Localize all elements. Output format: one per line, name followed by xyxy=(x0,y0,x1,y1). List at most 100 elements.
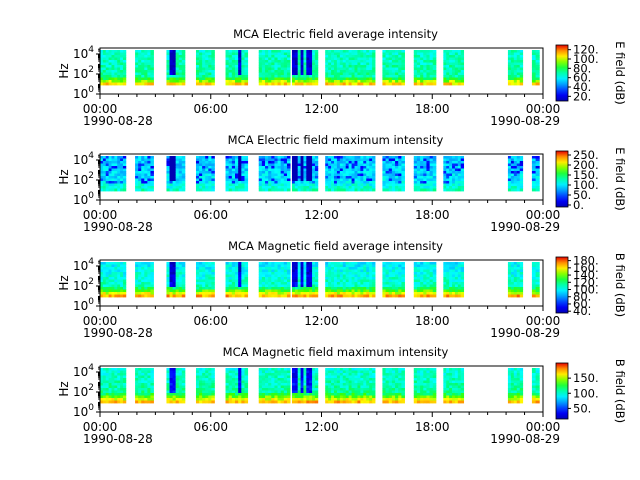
spectrogram-cell xyxy=(432,181,437,184)
spectrogram-cell xyxy=(286,181,291,184)
spectrogram-cell xyxy=(507,262,512,265)
spectrogram-cell xyxy=(446,173,450,177)
spectrogram-cell xyxy=(357,158,361,162)
spectrogram-cell xyxy=(265,80,269,83)
spectrogram-cell xyxy=(235,398,239,401)
spectrogram-cell xyxy=(147,77,151,81)
spectrogram-cell xyxy=(363,282,367,285)
spectrogram-cell xyxy=(300,72,304,76)
spectrogram-cell xyxy=(244,393,249,396)
spectrogram-cell xyxy=(297,272,301,275)
spectrogram-cell xyxy=(510,166,515,169)
spectrogram-cell xyxy=(457,82,462,86)
spectrogram-cell xyxy=(294,269,299,273)
spectrogram-cell xyxy=(366,279,370,283)
spectrogram-cell xyxy=(244,75,249,78)
spectrogram-cell xyxy=(258,375,263,379)
spectrogram-cell xyxy=(271,378,275,381)
spectrogram-cell xyxy=(357,57,361,61)
spectrogram-cell xyxy=(235,77,239,81)
spectrogram-cell xyxy=(231,262,236,265)
spectrogram-cell xyxy=(175,368,180,371)
spectrogram-cell xyxy=(423,80,427,83)
spectrogram-cell xyxy=(238,171,242,174)
spectrogram-cell xyxy=(333,80,338,83)
spectrogram-cell xyxy=(225,168,230,172)
spectrogram-cell xyxy=(265,50,269,53)
spectrogram-cell xyxy=(303,272,307,275)
spectrogram-cell xyxy=(516,277,521,280)
spectrogram-cell xyxy=(452,173,456,177)
spectrogram-cell xyxy=(454,287,459,290)
spectrogram-cell xyxy=(268,294,272,298)
spectrogram-cell xyxy=(120,181,124,184)
spectrogram-cell xyxy=(420,274,424,278)
spectrogram-cell xyxy=(105,378,110,381)
spectrogram-cell xyxy=(178,390,183,394)
spectrogram-cell xyxy=(178,60,183,63)
colorbar xyxy=(555,256,569,314)
spectrogram-cell xyxy=(291,173,296,177)
spectrogram-cell xyxy=(100,52,104,56)
spectrogram-cell xyxy=(102,395,107,399)
spectrogram-cell xyxy=(178,292,183,295)
spectrogram-cell xyxy=(429,82,434,86)
spectrogram-cell xyxy=(111,380,115,384)
spectrogram-cell xyxy=(205,267,209,270)
spectrogram-cell xyxy=(141,378,145,381)
spectrogram-cell xyxy=(360,168,364,172)
spectrogram-panel: MCA Magnetic field maximum intensity1041… xyxy=(57,345,627,446)
spectrogram-cell xyxy=(291,166,296,169)
spectrogram-cell xyxy=(144,380,148,384)
spectrogram-cell xyxy=(328,62,332,66)
spectrogram-cell xyxy=(510,171,515,174)
spectrogram-cell xyxy=(166,186,170,189)
spectrogram-cell xyxy=(271,292,275,295)
spectrogram-cell xyxy=(336,166,341,169)
spectrogram-cell xyxy=(178,282,183,285)
spectrogram-cell xyxy=(360,269,364,273)
spectrogram-cell xyxy=(169,269,174,273)
spectrogram-cell xyxy=(454,50,459,53)
spectrogram-cell xyxy=(369,178,373,182)
spectrogram-cell xyxy=(274,80,278,83)
spectrogram-cell xyxy=(391,186,396,189)
spectrogram-cell xyxy=(336,181,341,184)
spectrogram-cell xyxy=(169,161,174,164)
spectrogram-cell xyxy=(261,380,266,384)
spectrogram-cell xyxy=(225,267,230,270)
spectrogram-cell xyxy=(519,55,524,58)
spectrogram-cell xyxy=(460,178,465,182)
spectrogram-cell xyxy=(325,163,329,167)
spectrogram-cell xyxy=(205,183,209,187)
spectrogram-cell xyxy=(147,52,151,56)
spectrogram-cell xyxy=(150,279,154,283)
spectrogram-cell xyxy=(199,158,203,162)
spectrogram-cell xyxy=(303,50,307,53)
spectrogram-cell xyxy=(150,380,154,384)
spectrogram-cell xyxy=(446,264,450,268)
spectrogram-cell xyxy=(238,269,242,273)
spectrogram-cell xyxy=(199,289,203,293)
spectrogram-cell xyxy=(423,67,427,71)
spectrogram-cell xyxy=(395,50,399,53)
spectrogram-cell xyxy=(333,62,338,66)
spectrogram-cell xyxy=(120,62,124,66)
spectrogram-cell xyxy=(303,77,307,81)
spectrogram-cell xyxy=(336,178,341,182)
spectrogram-cell xyxy=(333,282,338,285)
spectrogram-cell xyxy=(102,383,107,386)
spectrogram-cell xyxy=(105,383,110,386)
spectrogram-cell xyxy=(277,80,282,83)
spectrogram-cell xyxy=(391,55,396,58)
spectrogram-cell xyxy=(211,181,215,184)
spectrogram-cell xyxy=(111,75,115,78)
spectrogram-cell xyxy=(325,60,329,63)
spectrogram-cell xyxy=(231,183,236,187)
spectrogram-cell xyxy=(401,262,405,265)
spectrogram-cell xyxy=(202,52,206,56)
spectrogram-cell xyxy=(211,395,215,399)
spectrogram-cell xyxy=(241,277,245,280)
spectrogram-cell xyxy=(348,183,352,187)
spectrogram-cell xyxy=(138,264,142,268)
